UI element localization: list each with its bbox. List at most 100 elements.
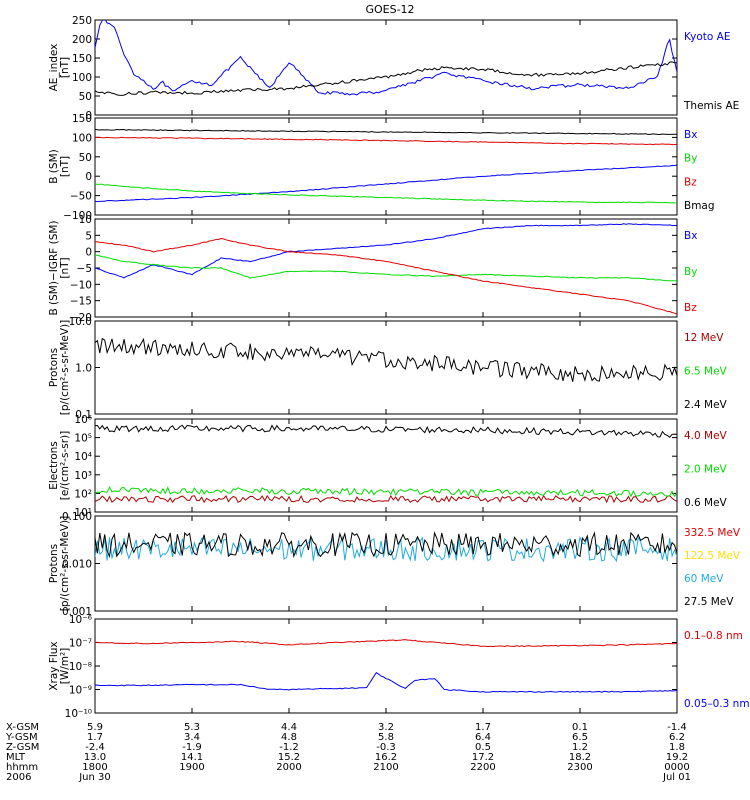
- y-tick-label: 0.001: [62, 606, 92, 618]
- y-tick-label: 100: [72, 132, 92, 144]
- series-line: [95, 531, 677, 559]
- y-tick-label: 0.010: [62, 559, 92, 571]
- y-tick-label: 150: [72, 53, 92, 65]
- orbit-cell: 4.4: [281, 722, 297, 733]
- legend-27-5-mev: 27.5 MeV: [684, 596, 734, 608]
- y-tick-label: −10: [70, 279, 92, 291]
- y-tick-label: −15: [70, 296, 92, 308]
- y-tick-label: 0: [85, 171, 92, 183]
- y-axis-label: [nT]: [59, 257, 71, 278]
- series-line: [95, 183, 677, 204]
- y-tick-label: 10⁻¹⁰: [65, 708, 92, 720]
- legend-6-5-mev: 6.5 MeV: [684, 366, 728, 378]
- series-line: [95, 136, 677, 146]
- series-line: [95, 223, 677, 279]
- legend-0-1-0-8-nm: 0.1–0.8 nm: [684, 630, 743, 642]
- y-axis-label: [p/(cm²-s-sr-MeV)]: [59, 320, 71, 415]
- orbit-cell: 2200: [470, 762, 495, 773]
- legend-by: By: [684, 153, 697, 165]
- orbit-row-label: Y-GSM: [5, 732, 38, 743]
- panel-6: 0.100 0.010 0.001 Protons [p/(cm²-s-sr-MeV)]…: [48, 511, 741, 618]
- orbit-cell: 15.2: [278, 752, 300, 763]
- series-line: [95, 535, 677, 563]
- orbit-cell: 18.2: [569, 752, 591, 763]
- orbit-cell: 6.4: [475, 732, 491, 743]
- orbit-row-label: Z-GSM: [6, 742, 39, 753]
- legend-0-05-0-3-nm: 0.05–0.3 nm: [684, 698, 750, 710]
- orbit-row-label: MLT: [6, 752, 26, 763]
- orbit-cell: 17.2: [472, 752, 494, 763]
- orbit-cell: Jun 30: [78, 772, 111, 783]
- y-axis-label: [e/(cm²-s-sr)]: [59, 431, 71, 500]
- orbit-cell: 2100: [373, 762, 398, 773]
- series-line: [95, 672, 677, 693]
- orbit-cell: 5.8: [378, 732, 394, 743]
- legend-2-4-mev: 2.4 MeV: [684, 399, 728, 411]
- orbit-cell: -1.4: [667, 722, 687, 733]
- y-axis-label: B (SM)−IGRF (SM): [48, 220, 60, 315]
- orbit-cell: -1.9: [182, 742, 202, 753]
- legend-0-6-mev: 0.6 MeV: [684, 497, 728, 509]
- y-tick-label: 10³: [74, 470, 92, 482]
- panel-7: 10⁻⁶ 10⁻⁷ 10⁻⁸ 10⁻⁹ 10⁻¹⁰ Xray Flux [W/m²] 0.1–…: [48, 614, 750, 720]
- orbit-cell: 19.2: [666, 752, 688, 763]
- orbit-cell: 0000: [664, 762, 689, 773]
- legend-bx: Bx: [684, 129, 697, 141]
- legend-4-0-mev: 4.0 MeV: [684, 430, 728, 442]
- orbit-cell: 2000: [276, 762, 301, 773]
- orbit-cell: 4.8: [281, 732, 297, 743]
- orbit-cell: 1.7: [475, 722, 491, 733]
- y-tick-label: 10⁻⁹: [69, 685, 92, 697]
- y-tick-label: 5: [85, 230, 92, 242]
- orbit-cell: 6.5: [572, 732, 588, 743]
- orbit-cell: 3.2: [378, 722, 394, 733]
- panel-frame: [94, 218, 678, 318]
- orbit-cell: 14.1: [181, 752, 203, 763]
- panel-frame: [94, 117, 678, 216]
- orbit-cell: -2.4: [85, 742, 105, 753]
- y-axis-label: [W/m²]: [59, 648, 71, 685]
- legend-by: By: [684, 266, 697, 278]
- y-tick-label: 0.1: [75, 409, 92, 421]
- y-axis-label: Protons: [48, 544, 60, 583]
- orbit-cell: 1.8: [669, 742, 685, 753]
- panel-frame: [94, 418, 678, 513]
- y-tick-label: 10⁻⁷: [69, 638, 92, 650]
- y-axis-label: AE_index: [48, 44, 60, 92]
- y-tick-label: 100: [72, 72, 92, 84]
- y-tick-label: 200: [72, 34, 92, 46]
- orbit-cell: 16.2: [375, 752, 397, 763]
- legend-332-5-mev: 332.5 MeV: [684, 527, 741, 539]
- orbit-cell: -0.3: [376, 742, 396, 753]
- y-tick-label: −5: [77, 263, 92, 275]
- series-line: [95, 164, 677, 203]
- legend-bx: Bx: [684, 230, 697, 242]
- orbit-cell: 5.3: [184, 722, 200, 733]
- orbit-cell: 1.2: [572, 742, 588, 753]
- y-tick-label: 10⁴: [74, 451, 92, 463]
- orbit-cell: Jul 01: [662, 772, 691, 783]
- orbit-cell: 0.5: [475, 742, 491, 753]
- orbit-cell: 0.1: [572, 722, 588, 733]
- series-line: [95, 128, 677, 136]
- y-tick-label: 0.100: [62, 511, 92, 523]
- y-tick-label: 10: [79, 214, 92, 226]
- y-tick-label: 10⁵: [74, 433, 92, 445]
- series-line: [95, 485, 677, 498]
- y-axis-label: Protons: [48, 348, 60, 387]
- orbit-cell: 1900: [179, 762, 204, 773]
- y-axis-label: Electrons: [48, 441, 60, 490]
- panel-3: 10 5 0 −5 −10 −15 −20 B (SM)−IGRF (SM) [nT] Bx By B…: [48, 214, 697, 324]
- orbit-cell: 13.0: [84, 752, 106, 763]
- legend-60-mev: 60 MeV: [684, 573, 724, 585]
- series-line: [95, 61, 677, 96]
- panel-frame: [94, 515, 678, 612]
- legend-12-mev: 12 MeV: [684, 332, 724, 344]
- y-tick-label: −50: [70, 191, 92, 203]
- series-line: [95, 639, 677, 648]
- y-tick-label: 1.0: [75, 363, 92, 375]
- panel-2: 150 100 50 0 −50 −100 B (SM) [nT] Bx By Bz Bmag: [48, 113, 715, 222]
- y-axis-label: [p/(cm²-s-sr-MeV)]: [59, 516, 71, 611]
- y-tick-label: 50: [79, 152, 92, 164]
